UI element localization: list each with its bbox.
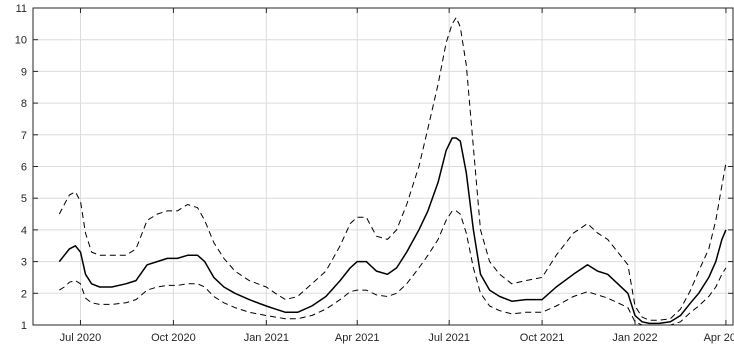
y-tick-label: 11 <box>16 3 27 15</box>
x-tick-label: Jul 2020 <box>60 332 102 344</box>
y-tick-label: 5 <box>21 193 27 205</box>
grid-lines <box>33 7 733 326</box>
y-tick-label: 3 <box>21 257 27 269</box>
lower-bound-line <box>59 210 727 326</box>
x-tick-label: Jul 2021 <box>428 332 470 344</box>
y-tick-label: 6 <box>21 162 27 174</box>
x-tick-label: Apr 2022 <box>704 332 734 344</box>
x-tick-label: Jan 2022 <box>612 332 657 344</box>
y-tick-label: 7 <box>21 130 27 142</box>
upper-bound-line <box>58 17 727 321</box>
y-tick-label: 2 <box>21 288 27 300</box>
axis-ticks <box>33 7 733 326</box>
y-tick-label: 9 <box>21 66 27 78</box>
x-tick-label: Apr 2021 <box>335 332 380 344</box>
x-axis-tick-labels: Jul 2020 Oct 2020 Jan 2021 Apr 2021 Jul 2021… <box>60 332 734 344</box>
y-tick-label: 8 <box>21 98 27 110</box>
y-tick-label: 10 <box>15 35 27 47</box>
median-line <box>58 137 727 325</box>
x-tick-label: Oct 2021 <box>520 332 565 344</box>
series-lines <box>58 17 727 326</box>
x-tick-label: Oct 2020 <box>151 332 196 344</box>
y-axis-tick-labels: 1 2 3 4 5 6 7 8 9 10 11 <box>15 3 27 332</box>
x-tick-label: Jan 2021 <box>244 332 289 344</box>
y-tick-label: 1 <box>21 320 27 332</box>
y-tick-label: 4 <box>21 225 27 237</box>
